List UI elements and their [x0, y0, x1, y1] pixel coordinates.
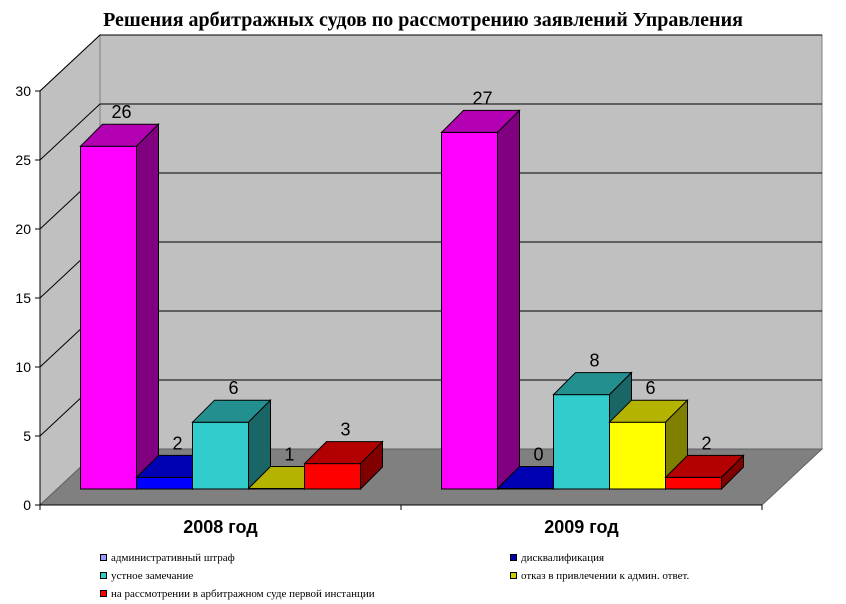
data-label: 2: [701, 433, 711, 453]
bar: [80, 145, 137, 490]
y-tick-label: 10: [15, 359, 31, 375]
bar-side: [721, 454, 744, 491]
y-tick-label: 25: [15, 152, 31, 168]
chart-title: Решения арбитражных судов по рассмотрени…: [103, 9, 743, 31]
chart-legend: административный штраф дисквалификация уст…: [100, 550, 800, 604]
bar-side: [497, 109, 520, 491]
bar: [441, 131, 498, 490]
data-label: 8: [589, 351, 599, 371]
bar-side: [136, 122, 159, 491]
data-label: 2: [172, 433, 182, 453]
data-label: 27: [472, 88, 492, 108]
data-label: 6: [645, 378, 655, 398]
gridline: [39, 34, 822, 92]
legend-swatch: [510, 572, 517, 579]
y-tick-label: 30: [15, 83, 31, 99]
data-label: 0: [533, 445, 543, 465]
legend-swatch: [100, 554, 107, 561]
legend-label: дисквалификация: [521, 552, 605, 564]
legend-swatch: [510, 554, 517, 561]
y-tick-label: 20: [15, 221, 31, 237]
y-tick-label: 0: [23, 497, 31, 513]
bar: [304, 463, 361, 490]
legend-label: административный штраф: [111, 552, 235, 564]
bar: [609, 421, 666, 490]
x-tick-label: 2008 год: [183, 517, 258, 537]
bar: [665, 476, 722, 490]
data-label: 3: [340, 420, 350, 440]
bar: [192, 421, 249, 490]
y-tick-label: 15: [15, 290, 31, 306]
data-label: 6: [228, 378, 238, 398]
bar: [136, 476, 193, 490]
data-label: 26: [111, 102, 131, 122]
legend-label: на рассмотрении в арбитражном суде перво…: [111, 588, 375, 600]
legend-swatch: [100, 572, 107, 579]
y-tick-label: 5: [23, 428, 31, 444]
legend-label: отказ в привлечении к админ. ответ.: [521, 570, 690, 582]
bar-side: [360, 440, 383, 491]
gridline: [39, 103, 822, 161]
bar: [553, 394, 610, 490]
x-tick-label: 2009 год: [544, 517, 619, 537]
legend-label: устное замечание: [111, 570, 194, 582]
legend-swatch: [100, 590, 107, 597]
data-label: 1: [284, 445, 294, 465]
